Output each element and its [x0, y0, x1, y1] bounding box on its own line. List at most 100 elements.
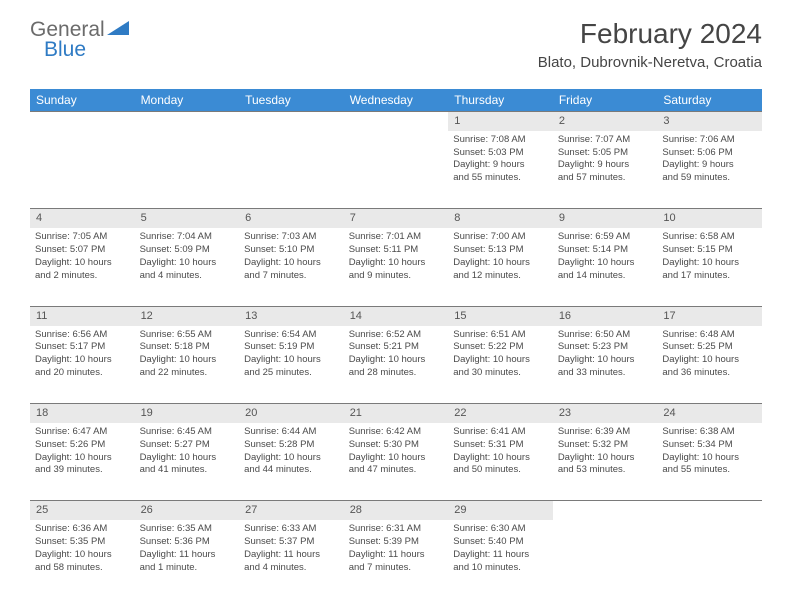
day-content-cell	[344, 131, 449, 209]
month-title: February 2024	[538, 18, 762, 50]
day-detail-line: Sunset: 5:22 PM	[453, 341, 548, 354]
day-detail-line: and 44 minutes.	[244, 464, 339, 477]
day-detail-line: Daylight: 10 hours	[35, 354, 130, 367]
location-subtitle: Blato, Dubrovnik-Neretva, Croatia	[538, 54, 762, 71]
day-number-cell: 18	[30, 404, 135, 423]
day-detail-line: Daylight: 10 hours	[453, 452, 548, 465]
day-detail-line: Sunset: 5:28 PM	[244, 439, 339, 452]
day-number-row: 18192021222324	[30, 404, 762, 423]
day-number-cell: 21	[344, 404, 449, 423]
day-detail-line: Daylight: 10 hours	[140, 452, 235, 465]
day-detail-line: Sunset: 5:11 PM	[349, 244, 444, 257]
day-content-cell: Sunrise: 6:59 AMSunset: 5:14 PMDaylight:…	[553, 228, 658, 306]
day-detail-line: Sunset: 5:37 PM	[244, 536, 339, 549]
day-detail-line: Daylight: 10 hours	[140, 354, 235, 367]
weekday-header: Thursday	[448, 89, 553, 112]
day-detail-line: Sunrise: 6:39 AM	[558, 426, 653, 439]
day-detail-line: Daylight: 10 hours	[349, 452, 444, 465]
day-detail-line: and 33 minutes.	[558, 367, 653, 380]
day-detail-line: and 36 minutes.	[662, 367, 757, 380]
day-number-cell: 11	[30, 306, 135, 325]
day-content-cell: Sunrise: 7:08 AMSunset: 5:03 PMDaylight:…	[448, 131, 553, 209]
day-content-cell: Sunrise: 6:33 AMSunset: 5:37 PMDaylight:…	[239, 520, 344, 598]
day-content-row: Sunrise: 7:05 AMSunset: 5:07 PMDaylight:…	[30, 228, 762, 306]
day-number-cell: 14	[344, 306, 449, 325]
day-detail-line: Sunrise: 6:44 AM	[244, 426, 339, 439]
day-detail-line: Daylight: 10 hours	[244, 354, 339, 367]
day-detail-line: and 9 minutes.	[349, 270, 444, 283]
day-detail-line: Sunset: 5:34 PM	[662, 439, 757, 452]
day-number-row: 11121314151617	[30, 306, 762, 325]
logo: General Blue	[30, 18, 129, 42]
day-detail-line: Sunrise: 6:48 AM	[662, 329, 757, 342]
day-detail-line: Sunrise: 7:07 AM	[558, 134, 653, 147]
day-number-cell: 6	[239, 209, 344, 228]
day-detail-line: Daylight: 9 hours	[453, 159, 548, 172]
day-content-cell: Sunrise: 7:06 AMSunset: 5:06 PMDaylight:…	[657, 131, 762, 209]
day-content-row: Sunrise: 7:08 AMSunset: 5:03 PMDaylight:…	[30, 131, 762, 209]
day-detail-line: Sunset: 5:21 PM	[349, 341, 444, 354]
day-detail-line: Daylight: 10 hours	[35, 549, 130, 562]
day-detail-line: and 59 minutes.	[662, 172, 757, 185]
day-number-cell: 2	[553, 112, 658, 131]
day-content-cell: Sunrise: 6:39 AMSunset: 5:32 PMDaylight:…	[553, 423, 658, 501]
day-number-cell: 29	[448, 501, 553, 520]
day-content-cell: Sunrise: 6:48 AMSunset: 5:25 PMDaylight:…	[657, 326, 762, 404]
day-detail-line: Sunset: 5:14 PM	[558, 244, 653, 257]
day-detail-line: Sunset: 5:10 PM	[244, 244, 339, 257]
day-detail-line: Sunrise: 6:41 AM	[453, 426, 548, 439]
day-detail-line: and 4 minutes.	[244, 562, 339, 575]
day-detail-line: Daylight: 10 hours	[349, 257, 444, 270]
day-detail-line: Sunset: 5:40 PM	[453, 536, 548, 549]
day-number-cell	[30, 112, 135, 131]
day-detail-line: and 20 minutes.	[35, 367, 130, 380]
day-content-cell: Sunrise: 7:04 AMSunset: 5:09 PMDaylight:…	[135, 228, 240, 306]
day-detail-line: Daylight: 10 hours	[244, 257, 339, 270]
day-detail-line: Daylight: 10 hours	[558, 354, 653, 367]
day-number-cell: 12	[135, 306, 240, 325]
day-detail-line: Daylight: 10 hours	[662, 354, 757, 367]
day-detail-line: Sunrise: 7:06 AM	[662, 134, 757, 147]
day-number-cell: 10	[657, 209, 762, 228]
day-detail-line: Sunrise: 6:55 AM	[140, 329, 235, 342]
day-detail-line: and 22 minutes.	[140, 367, 235, 380]
day-number-row: 45678910	[30, 209, 762, 228]
calendar-body: 123Sunrise: 7:08 AMSunset: 5:03 PMDaylig…	[30, 112, 762, 599]
day-number-cell: 27	[239, 501, 344, 520]
day-detail-line: Daylight: 10 hours	[558, 257, 653, 270]
day-number-cell: 26	[135, 501, 240, 520]
day-detail-line: Sunrise: 6:52 AM	[349, 329, 444, 342]
day-detail-line: and 17 minutes.	[662, 270, 757, 283]
day-number-cell: 17	[657, 306, 762, 325]
day-detail-line: Sunrise: 7:05 AM	[35, 231, 130, 244]
day-number-cell: 22	[448, 404, 553, 423]
day-content-cell	[135, 131, 240, 209]
day-detail-line: Daylight: 9 hours	[558, 159, 653, 172]
day-content-cell: Sunrise: 6:55 AMSunset: 5:18 PMDaylight:…	[135, 326, 240, 404]
day-detail-line: Sunrise: 6:33 AM	[244, 523, 339, 536]
day-detail-line: and 41 minutes.	[140, 464, 235, 477]
day-detail-line: and 50 minutes.	[453, 464, 548, 477]
day-detail-line: Daylight: 10 hours	[558, 452, 653, 465]
day-detail-line: Sunrise: 7:00 AM	[453, 231, 548, 244]
logo-text-blue: Blue	[44, 38, 86, 62]
day-content-cell	[553, 520, 658, 598]
day-detail-line: Sunrise: 6:56 AM	[35, 329, 130, 342]
day-detail-line: Sunrise: 7:08 AM	[453, 134, 548, 147]
day-detail-line: Sunset: 5:03 PM	[453, 147, 548, 160]
day-content-cell: Sunrise: 6:31 AMSunset: 5:39 PMDaylight:…	[344, 520, 449, 598]
day-detail-line: Daylight: 9 hours	[662, 159, 757, 172]
day-detail-line: Sunrise: 6:38 AM	[662, 426, 757, 439]
day-detail-line: Sunset: 5:35 PM	[35, 536, 130, 549]
day-detail-line: and 10 minutes.	[453, 562, 548, 575]
day-detail-line: Sunrise: 6:58 AM	[662, 231, 757, 244]
day-detail-line: Sunset: 5:27 PM	[140, 439, 235, 452]
day-content-cell: Sunrise: 6:52 AMSunset: 5:21 PMDaylight:…	[344, 326, 449, 404]
day-detail-line: Sunrise: 7:04 AM	[140, 231, 235, 244]
day-content-cell: Sunrise: 6:44 AMSunset: 5:28 PMDaylight:…	[239, 423, 344, 501]
day-content-cell: Sunrise: 6:56 AMSunset: 5:17 PMDaylight:…	[30, 326, 135, 404]
day-detail-line: Sunrise: 6:42 AM	[349, 426, 444, 439]
day-detail-line: Sunrise: 6:51 AM	[453, 329, 548, 342]
day-detail-line: Sunset: 5:05 PM	[558, 147, 653, 160]
day-number-cell	[344, 112, 449, 131]
